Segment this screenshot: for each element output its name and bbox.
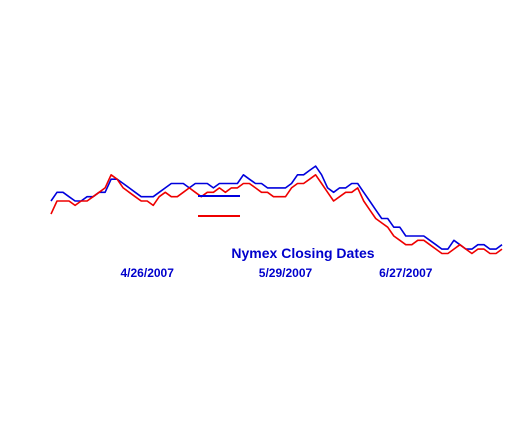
x-axis-ticks: 4/26/2007 5/29/2007 6/27/2007 <box>121 266 433 280</box>
legend <box>198 195 240 217</box>
x-tick-label: 6/27/2007 <box>379 266 433 280</box>
x-tick-label: 4/26/2007 <box>121 266 175 280</box>
x-axis-title: Nymex Closing Dates <box>231 245 374 261</box>
series-line-red <box>50 174 503 255</box>
x-tick-label: 5/29/2007 <box>259 266 313 280</box>
series-line-blue <box>50 165 503 250</box>
plot-area <box>50 165 503 255</box>
